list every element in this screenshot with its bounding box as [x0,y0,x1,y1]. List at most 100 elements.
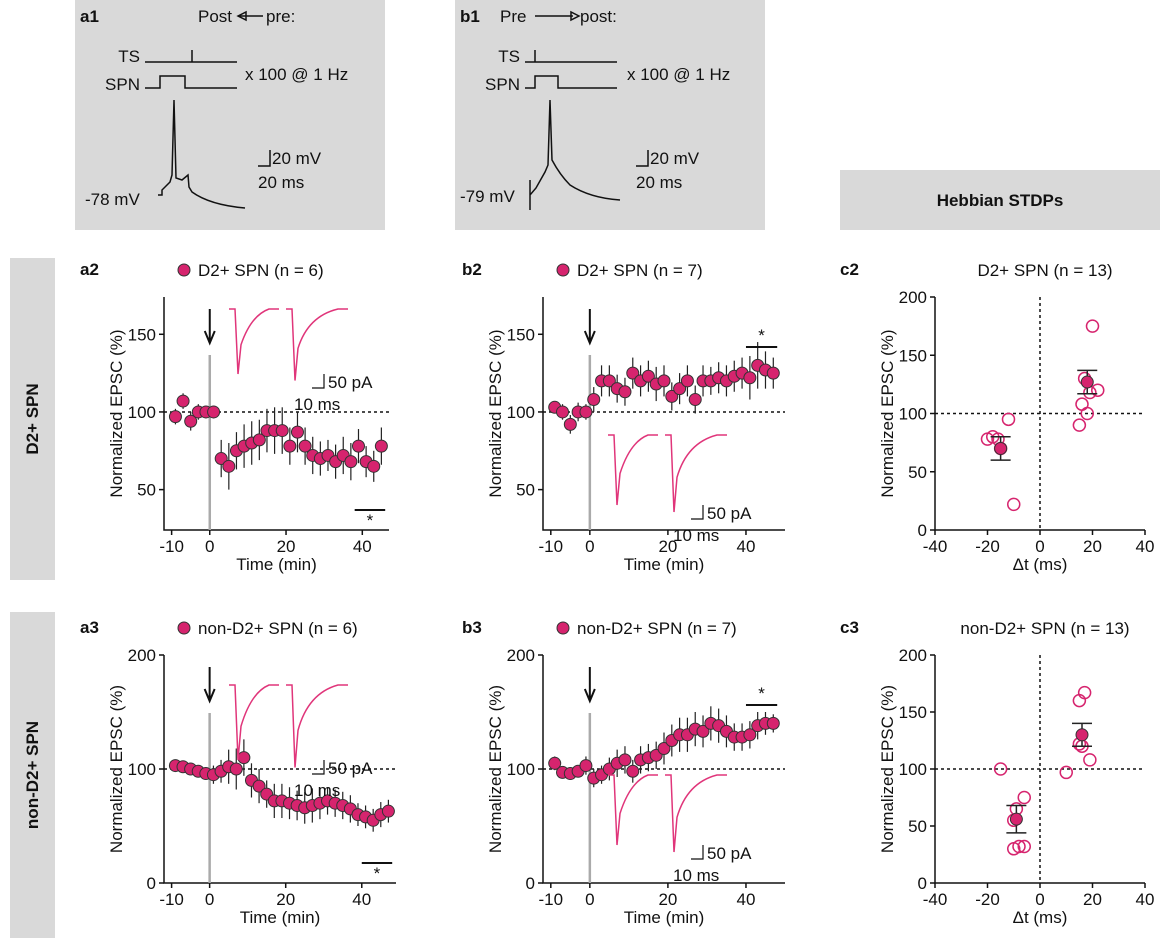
scale-label: 20 mV [272,149,322,168]
resting-potential: -79 mV [460,187,515,206]
x-tick-label: 0 [585,890,594,909]
protocol-left: Pre [500,7,526,26]
significance-label: * [374,864,381,883]
row-name: SPN [485,75,520,94]
x-tick-label: 20 [277,537,296,556]
data-point [1017,839,1031,854]
scale-bar [691,845,704,860]
scale-label: 50 pA [328,759,373,778]
mean-point [1075,728,1089,742]
panel-label: a3 [80,618,99,637]
data-point [283,439,297,453]
y-tick-label: 50 [908,817,927,836]
data-point [290,425,304,439]
data-point [275,424,289,438]
legend-label: non-D2+ SPN (n = 7) [577,619,737,638]
scale-label: 10 ms [294,781,340,800]
y-tick-label: 150 [899,703,927,722]
data-point [743,371,757,385]
resting-potential: -78 mV [85,190,140,209]
y-axis-label: Normalized EPSC (%) [878,329,897,497]
row-name: TS [498,47,520,66]
y-tick-label: 100 [128,403,156,422]
data-point [1077,685,1092,700]
y-tick-label: 200 [128,646,156,665]
arrow [535,10,581,22]
data-point [1059,765,1073,780]
current-trace [229,308,279,375]
current-trace [608,434,658,506]
current-trace [665,774,727,853]
legend-marker [177,263,191,277]
scale-label: 50 pA [707,504,752,523]
data-point [381,804,395,818]
scale-label: 10 ms [673,526,719,545]
data-point [1091,383,1105,397]
voltage-trace [529,99,621,210]
row-name: TS [118,47,140,66]
data-point [184,414,198,428]
protocol-repeat: x 100 @ 1 Hz [627,65,730,84]
legend-marker [556,263,570,277]
x-tick-label: 20 [1083,537,1102,556]
x-tick-label: -40 [923,890,948,909]
data-point [657,374,671,388]
x-axis-label: Δt (ms) [1013,555,1068,574]
scale-bar [691,505,704,520]
row-label: non-D2+ SPN [23,721,42,829]
data-point [214,452,228,466]
y-tick-label: 150 [899,346,927,365]
x-tick-label: 20 [276,890,295,909]
panel-label: a2 [80,260,99,279]
y-tick-label: 200 [507,646,535,665]
x-tick-label: -10 [159,537,184,556]
data-point [351,439,365,453]
x-axis-label: Time (min) [624,908,705,927]
protocol-lines [525,50,617,89]
mean-point [994,441,1008,455]
x-tick-label: 0 [1035,890,1044,909]
panel-label: b2 [462,260,482,279]
x-tick-label: -10 [539,890,564,909]
row-label-box [10,612,55,938]
data-point [641,369,655,383]
data-point [1083,753,1097,767]
current-trace [229,684,279,761]
panel-label: b3 [462,618,482,637]
data-point [1017,790,1031,805]
data-point [1012,839,1026,854]
data-point [626,764,640,778]
panel-label: a1 [80,7,99,26]
y-axis-label: Normalized EPSC (%) [878,685,897,853]
stimulus-arrow [583,309,596,346]
column-header: Hebbian STDPs [937,191,1064,210]
mean-point [1009,812,1023,826]
data-point [688,393,702,407]
row-name: SPN [105,75,140,94]
arrow [236,10,263,22]
x-tick-label: 40 [353,537,372,556]
protocol-lines [145,50,237,89]
data-point [743,728,757,742]
x-tick-label: -10 [539,537,564,556]
data-point [618,753,632,767]
data-point [626,366,640,380]
data-point [1075,397,1089,411]
data-point [1085,319,1100,333]
data-point [618,385,632,399]
data-point [673,382,687,396]
data-point [252,433,266,447]
stimulus-arrow [203,309,216,346]
significance-label: * [758,326,765,345]
x-tick-label: 40 [737,890,756,909]
scale-bar [636,150,649,167]
current-trace [665,434,727,513]
y-tick-label: 100 [899,760,927,779]
data-point [587,393,601,407]
y-axis-label: Normalized EPSC (%) [486,329,505,497]
y-tick-label: 100 [507,403,535,422]
x-tick-label: -10 [159,890,184,909]
x-tick-label: 20 [658,537,677,556]
x-tick-label: 0 [585,537,594,556]
x-tick-label: 20 [1083,890,1102,909]
